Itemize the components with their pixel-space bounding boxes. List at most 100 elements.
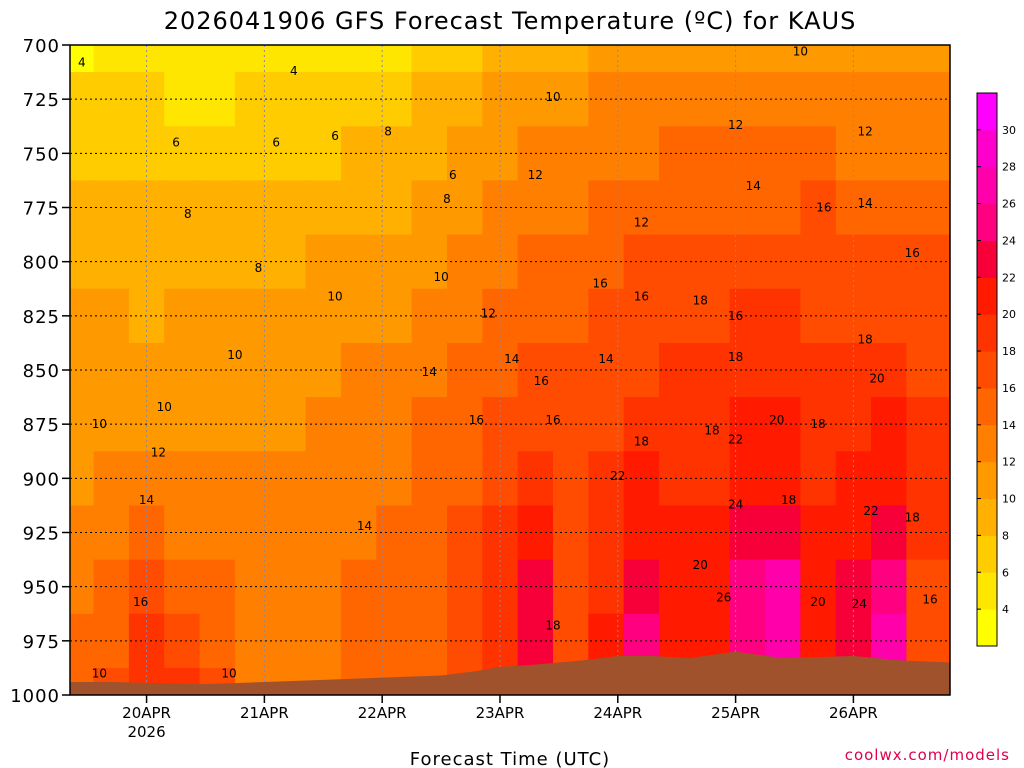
temperature-cell — [164, 559, 201, 615]
temperature-cell — [270, 45, 307, 73]
contour-label: 8 — [443, 192, 451, 206]
y-tick-label: 800 — [23, 253, 60, 274]
temperature-cell — [411, 126, 448, 182]
contour-label: 18 — [905, 510, 920, 524]
temperature-cell — [411, 45, 448, 73]
temperature-cell — [411, 180, 448, 236]
contour-label: 12 — [151, 445, 166, 459]
contour-label: 8 — [255, 261, 263, 275]
temperature-cell — [446, 505, 483, 561]
y-tick-label: 875 — [23, 415, 60, 436]
contour-label: 14 — [357, 519, 372, 533]
contour-label: 14 — [139, 493, 154, 507]
temperature-cell — [164, 342, 201, 398]
colorbar-segment — [977, 166, 997, 205]
temperature-cell — [694, 342, 731, 398]
colorbar-segment — [977, 277, 997, 315]
contour-label: 6 — [449, 168, 457, 182]
contour-label: 16 — [534, 374, 549, 388]
x-tick-label: 24APR — [593, 704, 642, 722]
temperature-cell — [835, 45, 872, 73]
y-tick-label: 775 — [23, 199, 60, 220]
x-tick-sublabel: 2026 — [127, 723, 165, 741]
contour-label: 16 — [816, 201, 831, 215]
temperature-cell — [164, 180, 201, 236]
contour-label: 18 — [693, 294, 708, 308]
contour-label: 10 — [92, 417, 107, 431]
contour-label: 10 — [157, 400, 172, 414]
contour-label: 20 — [693, 558, 708, 572]
temperature-cell — [694, 72, 731, 127]
temperature-cell — [411, 451, 448, 507]
contour-label: 10 — [221, 666, 236, 680]
colorbar-tick-label: 20 — [1002, 308, 1016, 321]
colorbar-segment — [977, 314, 997, 352]
colorbar-segment — [977, 129, 997, 168]
contour-label: 18 — [545, 619, 560, 633]
temperature-cell — [128, 45, 165, 73]
colorbar-tick-label: 24 — [1002, 234, 1016, 247]
contour-label: 24 — [728, 497, 743, 511]
temperature-cell — [164, 505, 201, 561]
x-tick-label: 20APR — [122, 704, 171, 722]
temperature-cell — [446, 45, 483, 73]
temperature-cell — [906, 180, 950, 236]
colorbar-segment — [977, 535, 997, 573]
colorbar-tick-label: 28 — [1002, 161, 1016, 174]
y-tick-label: 750 — [23, 144, 60, 165]
temperature-cell — [446, 234, 483, 290]
temperature-cell — [446, 72, 483, 127]
contour-label: 20 — [869, 372, 884, 386]
temperature-cell — [906, 288, 950, 344]
temperature-cell — [482, 45, 519, 73]
colorbar-segment — [977, 424, 997, 463]
contour-label: 22 — [863, 504, 878, 518]
temperature-cell — [694, 180, 731, 236]
colorbar-tick-label: 26 — [1002, 198, 1016, 211]
temperature-cell — [411, 505, 448, 561]
colorbar-tick-label: 18 — [1002, 345, 1016, 358]
contour-label: 8 — [184, 207, 192, 221]
contour-label: 16 — [133, 595, 148, 609]
x-axis-label: Forecast Time (UTC) — [410, 749, 610, 768]
y-tick-label: 900 — [23, 469, 60, 490]
y-axis: 700 725 750 775 800 825 850 875 900 925 950 975 1000 — [10, 36, 70, 707]
contour-label: 16 — [592, 276, 607, 290]
contour-label: 10 — [227, 348, 242, 362]
colorbar-segment — [977, 498, 997, 536]
temperature-cell — [588, 45, 625, 73]
colorbar-tick-label: 16 — [1002, 382, 1016, 395]
temperature-cell — [694, 126, 731, 182]
temperature-cell — [164, 234, 201, 290]
temperature-cell — [305, 45, 342, 73]
contour-label: 14 — [598, 352, 613, 366]
contour-label: 16 — [922, 593, 937, 607]
temperature-cell — [93, 45, 130, 73]
colorbar-tick-label: 22 — [1002, 271, 1016, 284]
temperature-cell — [199, 45, 236, 73]
credit-text: coolwx.com/models — [845, 746, 1010, 764]
contour-label: 10 — [793, 45, 808, 59]
contour-label: 6 — [272, 136, 280, 150]
contour-label: 22 — [610, 469, 625, 483]
contour-label: 8 — [384, 125, 392, 139]
contour-label: 10 — [545, 90, 560, 104]
colorbar-segment — [977, 461, 997, 500]
temperature-cell — [694, 45, 731, 73]
contour-label: 10 — [433, 270, 448, 284]
colorbar: 4 6 8 10 12 14 16 18 20 22 24 26 28 30 — [976, 92, 1016, 647]
contour-label: 6 — [172, 136, 180, 150]
temperature-cell — [906, 342, 950, 398]
contour-label: 14 — [746, 179, 761, 193]
y-tick-label: 825 — [23, 307, 60, 328]
temperature-cell — [164, 288, 201, 344]
contour-label: 4 — [290, 64, 298, 78]
temperature-cell — [446, 288, 483, 344]
colorbar-tick-label: 8 — [1002, 529, 1009, 542]
temperature-cell — [906, 397, 950, 452]
x-tick-label: 26APR — [829, 704, 878, 722]
contour-label: 18 — [704, 424, 719, 438]
colorbar-tick-label: 6 — [1002, 566, 1009, 579]
temperature-cell — [659, 45, 695, 73]
y-tick-label: 850 — [23, 361, 60, 382]
